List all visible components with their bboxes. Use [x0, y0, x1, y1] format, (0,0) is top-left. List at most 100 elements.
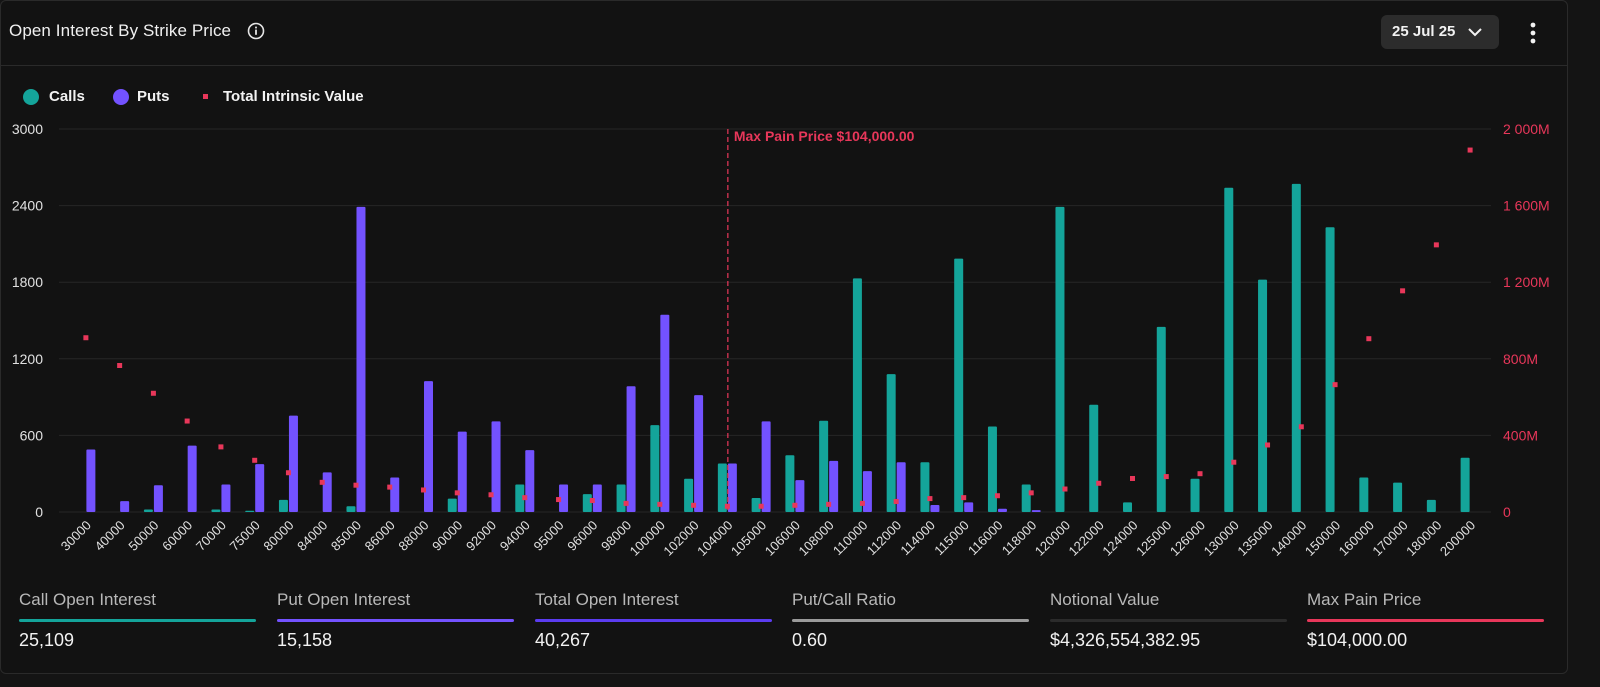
x-tick-label: 105000	[728, 518, 769, 559]
x-tick-label: 116000	[965, 518, 1006, 559]
y-left-tick-label: 600	[20, 427, 44, 443]
calls-bar	[650, 425, 660, 512]
calls-bar	[1460, 457, 1470, 512]
intrinsic-value-marker	[1265, 442, 1271, 448]
puts-bar	[120, 501, 130, 512]
calls-bar	[346, 506, 356, 512]
puts-bar	[390, 477, 400, 512]
puts-bar	[727, 463, 737, 512]
puts-bar	[592, 484, 602, 512]
y-right-tick-label: 0	[1503, 504, 1511, 520]
x-tick-label: 96000	[564, 518, 600, 554]
x-tick-label: 180000	[1403, 518, 1444, 559]
info-icon[interactable]	[247, 22, 265, 40]
intrinsic-value-marker	[691, 502, 697, 508]
calls-bar	[211, 509, 221, 512]
x-tick-label: 125000	[1133, 518, 1174, 559]
stat-label: Call Open Interest	[19, 590, 157, 609]
puts-bar	[761, 421, 771, 512]
intrinsic-value-marker	[1062, 486, 1068, 492]
intrinsic-value-marker	[556, 497, 562, 503]
x-tick-label: 108000	[795, 518, 836, 559]
y-left-tick-label: 3000	[12, 121, 43, 137]
intrinsic-value-marker	[454, 490, 460, 496]
x-tick-label: 112000	[864, 518, 905, 559]
calls-bar	[1224, 187, 1234, 512]
intrinsic-value-marker	[285, 470, 291, 476]
max-pain-label: Max Pain Price $104,000.00	[734, 128, 915, 144]
calls-legend-swatch	[23, 89, 39, 105]
calls-bar	[717, 463, 727, 512]
calls-bar	[1156, 326, 1166, 512]
x-tick-label: 170000	[1369, 518, 1410, 559]
calls-bar	[987, 426, 997, 512]
x-tick-label: 114000	[897, 518, 938, 559]
intrinsic-value-marker	[421, 487, 426, 493]
chart-title: Open Interest By Strike Price	[9, 21, 232, 40]
intrinsic-value-marker	[1163, 474, 1169, 480]
intrinsic-value-marker	[589, 498, 595, 504]
legend-calls-label: Calls	[49, 88, 85, 105]
x-tick-label: 124000	[1099, 518, 1140, 559]
calls-bar	[886, 374, 896, 512]
puts-bar	[626, 386, 636, 512]
y-right-tick-label: 1 600M	[1503, 198, 1550, 214]
puts-bar	[356, 206, 366, 513]
intrinsic-value-marker	[927, 496, 933, 502]
calls-bar	[1426, 499, 1436, 512]
y-left-tick-label: 0	[35, 504, 43, 520]
puts-bar	[221, 484, 231, 512]
x-tick-label: 160000	[1336, 518, 1377, 559]
x-tick-label: 130000	[1201, 518, 1242, 559]
intrinsic-value-marker	[488, 492, 494, 498]
x-tick-label: 115000	[931, 518, 972, 559]
x-tick-label: 86000	[362, 518, 398, 554]
calls-bar	[1055, 206, 1065, 513]
x-tick-label: 80000	[260, 518, 296, 554]
intrinsic-legend-swatch	[203, 94, 208, 99]
expiry-date-dropdown[interactable]: 25 Jul 25	[1381, 15, 1499, 49]
intrinsic-value-marker	[1332, 382, 1338, 388]
puts-bar	[997, 508, 1007, 512]
intrinsic-value-marker	[1096, 480, 1102, 486]
intrinsic-value-marker	[522, 495, 528, 501]
calls-bar	[1325, 227, 1335, 512]
chevron-down-icon	[1468, 28, 1482, 37]
more-options-icon[interactable]	[1523, 19, 1543, 47]
stat-accent-bar	[19, 619, 256, 622]
intrinsic-value-marker	[994, 493, 1000, 499]
stat-value: 25,109	[19, 630, 75, 650]
x-tick-label: 84000	[294, 518, 330, 554]
intrinsic-value-marker	[150, 390, 156, 396]
x-tick-label: 85000	[328, 518, 364, 554]
calls-bar	[616, 484, 626, 512]
puts-bar	[525, 450, 535, 512]
puts-bar	[795, 480, 805, 512]
x-tick-label: 100000	[627, 518, 668, 559]
puts-bar	[660, 314, 670, 512]
x-tick-label: 120000	[1032, 518, 1073, 559]
y-left-tick-label: 1800	[12, 274, 43, 290]
intrinsic-value-marker	[117, 363, 123, 369]
x-tick-label: 126000	[1167, 518, 1208, 559]
intrinsic-value-marker	[83, 335, 89, 341]
calls-bar	[751, 497, 761, 512]
calls-bar	[1393, 482, 1403, 512]
y-right-tick-label: 2 000M	[1503, 121, 1550, 137]
stat-label: Max Pain Price	[1307, 590, 1422, 609]
stat-accent-bar	[535, 619, 772, 622]
puts-bar	[424, 381, 433, 512]
calls-bar	[1021, 484, 1031, 512]
calls-bar	[954, 258, 964, 512]
x-tick-label: 135000	[1234, 518, 1275, 559]
panel-header: Open Interest By Strike Price 25 Jul 25	[1, 1, 1567, 66]
intrinsic-value-marker	[1366, 336, 1372, 342]
puts-bar	[86, 449, 96, 512]
intrinsic-value-marker	[319, 479, 325, 485]
y-right-tick-label: 400M	[1503, 427, 1538, 443]
x-tick-label: 106000	[762, 518, 803, 559]
stat-value: 40,267	[535, 630, 591, 650]
puts-bar	[255, 464, 265, 512]
intrinsic-value-marker	[961, 495, 967, 501]
